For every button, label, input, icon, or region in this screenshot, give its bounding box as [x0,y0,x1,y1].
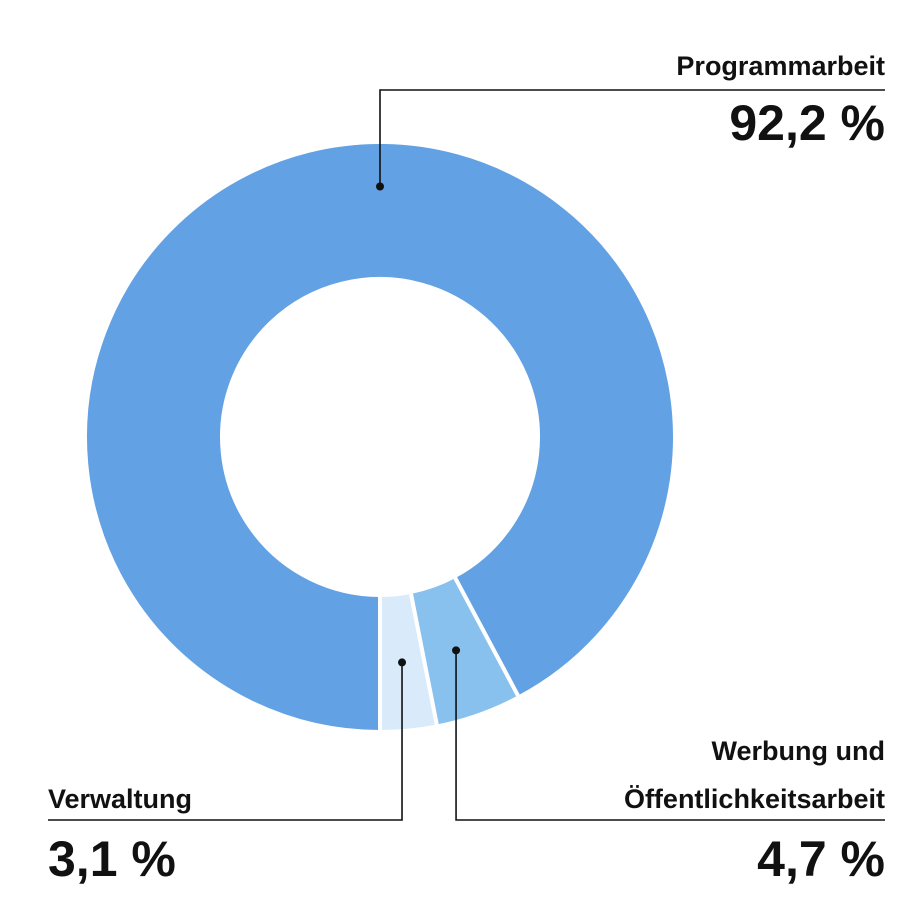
dot-programmarbeit [376,182,384,191]
leader-werbung [455,650,885,821]
label-verwaltung: Verwaltung [48,784,192,814]
slices-group [83,140,677,735]
dot-verwaltung [398,658,407,667]
slice-programmarbeit [83,140,677,735]
value-verwaltung: 3,1 % [48,831,176,887]
label-programmarbeit: Programmarbeit [676,51,885,81]
leader-lines-group [48,89,885,821]
leader-verwaltung [48,662,403,821]
leader-programmarbeit [379,89,885,187]
value-werbung: 4,7 % [757,831,885,887]
value-programmarbeit: 92,2 % [729,95,885,151]
slice-verwaltung [378,589,440,735]
label-werbung-line1: Werbung und [712,736,885,766]
label-werbung-line2: Öffentlichkeitsarbeit [624,784,885,814]
dot-werbung [452,646,461,655]
